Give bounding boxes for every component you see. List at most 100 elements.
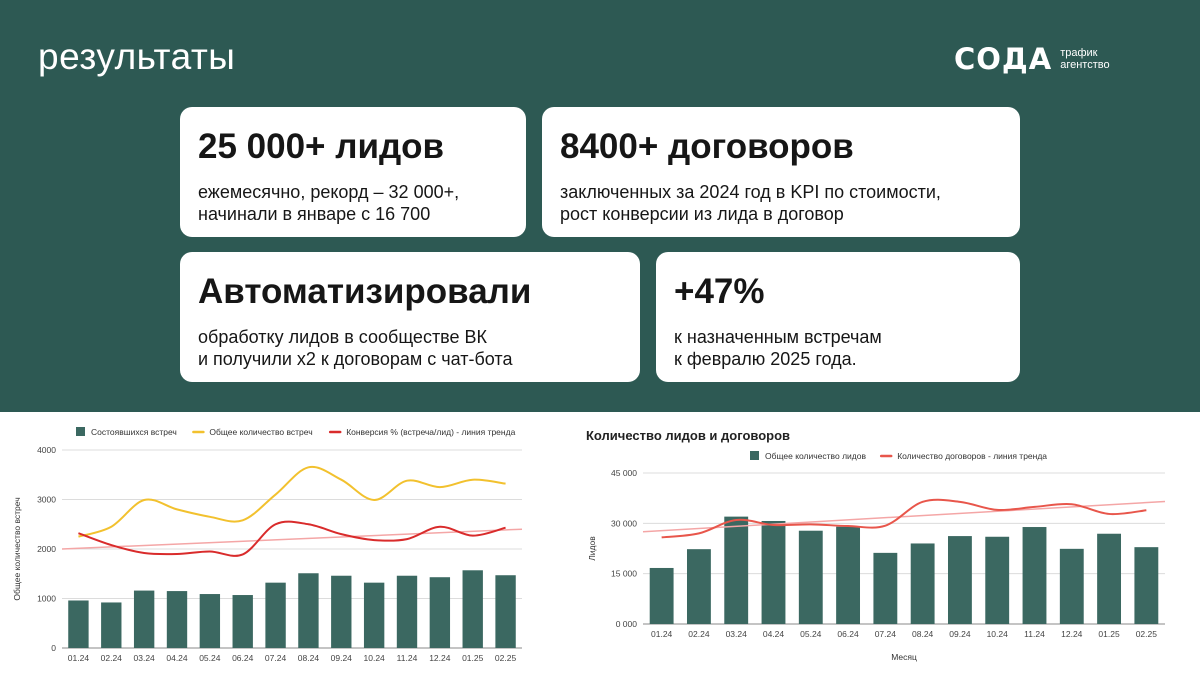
legend-item: Состоявшихся встреч	[76, 427, 177, 437]
y-tick-label: 1000	[37, 594, 56, 604]
leads-chart-svg: Количество лидов и договоров Общее количе…	[586, 428, 1166, 662]
card-automation: Автоматизировали обработку лидов в сообщ…	[180, 252, 640, 382]
card-meetings: +47% к назначенным встречам к февралю 20…	[656, 252, 1020, 382]
bar	[462, 570, 483, 648]
bar	[495, 575, 516, 648]
x-tick-label: 01.25	[462, 653, 484, 663]
bar	[133, 590, 155, 648]
bar	[724, 516, 749, 624]
bar	[166, 591, 188, 648]
card-contracts-headline: 8400+ договоров	[560, 127, 854, 166]
bar	[101, 602, 122, 648]
y-tick-label: 45 000	[611, 468, 637, 478]
y-axis-label: Лидов	[587, 536, 597, 561]
leads-chart: Количество лидов и договоров Общее количе…	[580, 412, 1200, 675]
bar	[331, 575, 352, 648]
bar	[199, 594, 221, 648]
y-tick-label: 30 000	[611, 518, 637, 528]
x-tick-label: 04.24	[166, 653, 188, 663]
bar	[232, 595, 253, 648]
y-tick-label: 0 000	[616, 619, 638, 629]
x-tick-label: 09.24	[949, 629, 971, 639]
x-tick-label: 02.24	[688, 629, 710, 639]
x-tick-label: 11.24	[1024, 629, 1045, 639]
y-tick-label: 15 000	[611, 569, 637, 579]
series-line	[661, 498, 1147, 539]
x-tick-label: 05.24	[199, 653, 221, 663]
x-tick-label: 10.24	[987, 629, 1009, 639]
legend-item: Количество договоров - линия тренда	[879, 451, 1047, 461]
y-tick-label: 3000	[37, 495, 56, 505]
x-tick-label: 08.24	[298, 653, 320, 663]
x-axis-label: Месяц	[891, 652, 917, 662]
card-contracts-text: заключенных за 2024 год в KPI по стоимос…	[560, 182, 941, 224]
x-tick-label: 05.24	[800, 629, 822, 639]
x-tick-label: 01.24	[651, 629, 673, 639]
bar	[1059, 548, 1084, 624]
legend-swatch	[76, 427, 85, 436]
bar	[429, 577, 451, 648]
x-tick-label: 12.24	[429, 653, 451, 663]
x-tick-label: 11.24	[397, 653, 418, 663]
legend-label: Общее количество встреч	[209, 427, 312, 437]
x-tick-label: 06.24	[837, 629, 859, 639]
x-tick-label: 02.25	[1136, 629, 1158, 639]
card-contracts: 8400+ договоров заключенных за 2024 год …	[542, 107, 1020, 237]
logo-sub-line1: трафик	[1060, 47, 1098, 59]
bar	[798, 530, 823, 624]
card-meetings-text: к назначенным встречам к февралю 2025 го…	[674, 327, 882, 369]
bar	[1134, 547, 1159, 624]
series-line	[78, 520, 506, 557]
bar	[265, 582, 286, 648]
bar	[1097, 533, 1122, 624]
y-tick-label: 2000	[37, 544, 56, 554]
x-tick-label: 03.24	[726, 629, 748, 639]
x-tick-label: 02.24	[101, 653, 123, 663]
series-line	[78, 465, 506, 538]
card-meetings-headline: +47%	[674, 272, 765, 311]
legend-label: Состоявшихся встреч	[91, 427, 177, 437]
bar	[1022, 527, 1047, 624]
legend-label: Общее количество лидов	[765, 451, 866, 461]
trend-line	[642, 500, 1166, 533]
trend-line	[61, 528, 523, 550]
card-automation-headline: Автоматизировали	[198, 272, 532, 311]
bar	[836, 526, 861, 624]
bar	[396, 575, 418, 648]
card-leads-text: ежемесячно, рекорд – 32 000+, начинали в…	[198, 182, 460, 224]
x-tick-label: 03.24	[134, 653, 156, 663]
card-leads: 25 000+ лидов ежемесячно, рекорд – 32 00…	[180, 107, 526, 237]
x-tick-label: 06.24	[232, 653, 254, 663]
x-tick-label: 01.25	[1098, 629, 1120, 639]
bar	[68, 600, 89, 648]
card-leads-headline: 25 000+ лидов	[198, 127, 445, 166]
x-tick-label: 04.24	[763, 629, 785, 639]
x-tick-label: 08.24	[912, 629, 934, 639]
logo: СОДА трафик агентство	[954, 42, 1110, 76]
x-tick-label: 09.24	[331, 653, 353, 663]
bar	[298, 573, 319, 648]
bar	[761, 520, 786, 624]
bar	[873, 552, 898, 624]
legend-item: Общее количество встреч	[192, 427, 313, 437]
logo-word: СОДА	[954, 42, 1053, 76]
logo-sub-line2: агентство	[1060, 59, 1110, 71]
y-axis-label: Общее количество встреч	[12, 497, 22, 600]
meetings-chart-svg: Состоявшихся встреч Общее количество встр…	[12, 427, 523, 663]
meetings-chart: Состоявшихся встреч Общее количество встр…	[0, 412, 560, 675]
x-tick-label: 07.24	[265, 653, 287, 663]
x-tick-label: 02.25	[495, 653, 517, 663]
legend-swatch	[750, 451, 759, 460]
bar	[686, 549, 711, 624]
legend-item: Конверсия % (встреча/лид) - линия тренда	[328, 427, 516, 437]
x-tick-label: 12.24	[1061, 629, 1083, 639]
page-title: результаты	[38, 36, 236, 77]
bar	[910, 543, 935, 624]
legend-item: Общее количество лидов	[750, 451, 866, 461]
x-tick-label: 10.24	[364, 653, 386, 663]
bar	[363, 582, 385, 648]
bar	[649, 567, 674, 624]
x-tick-label: 07.24	[875, 629, 897, 639]
logo-subtitle: трафик агентство	[1060, 47, 1109, 71]
bar	[947, 536, 972, 624]
